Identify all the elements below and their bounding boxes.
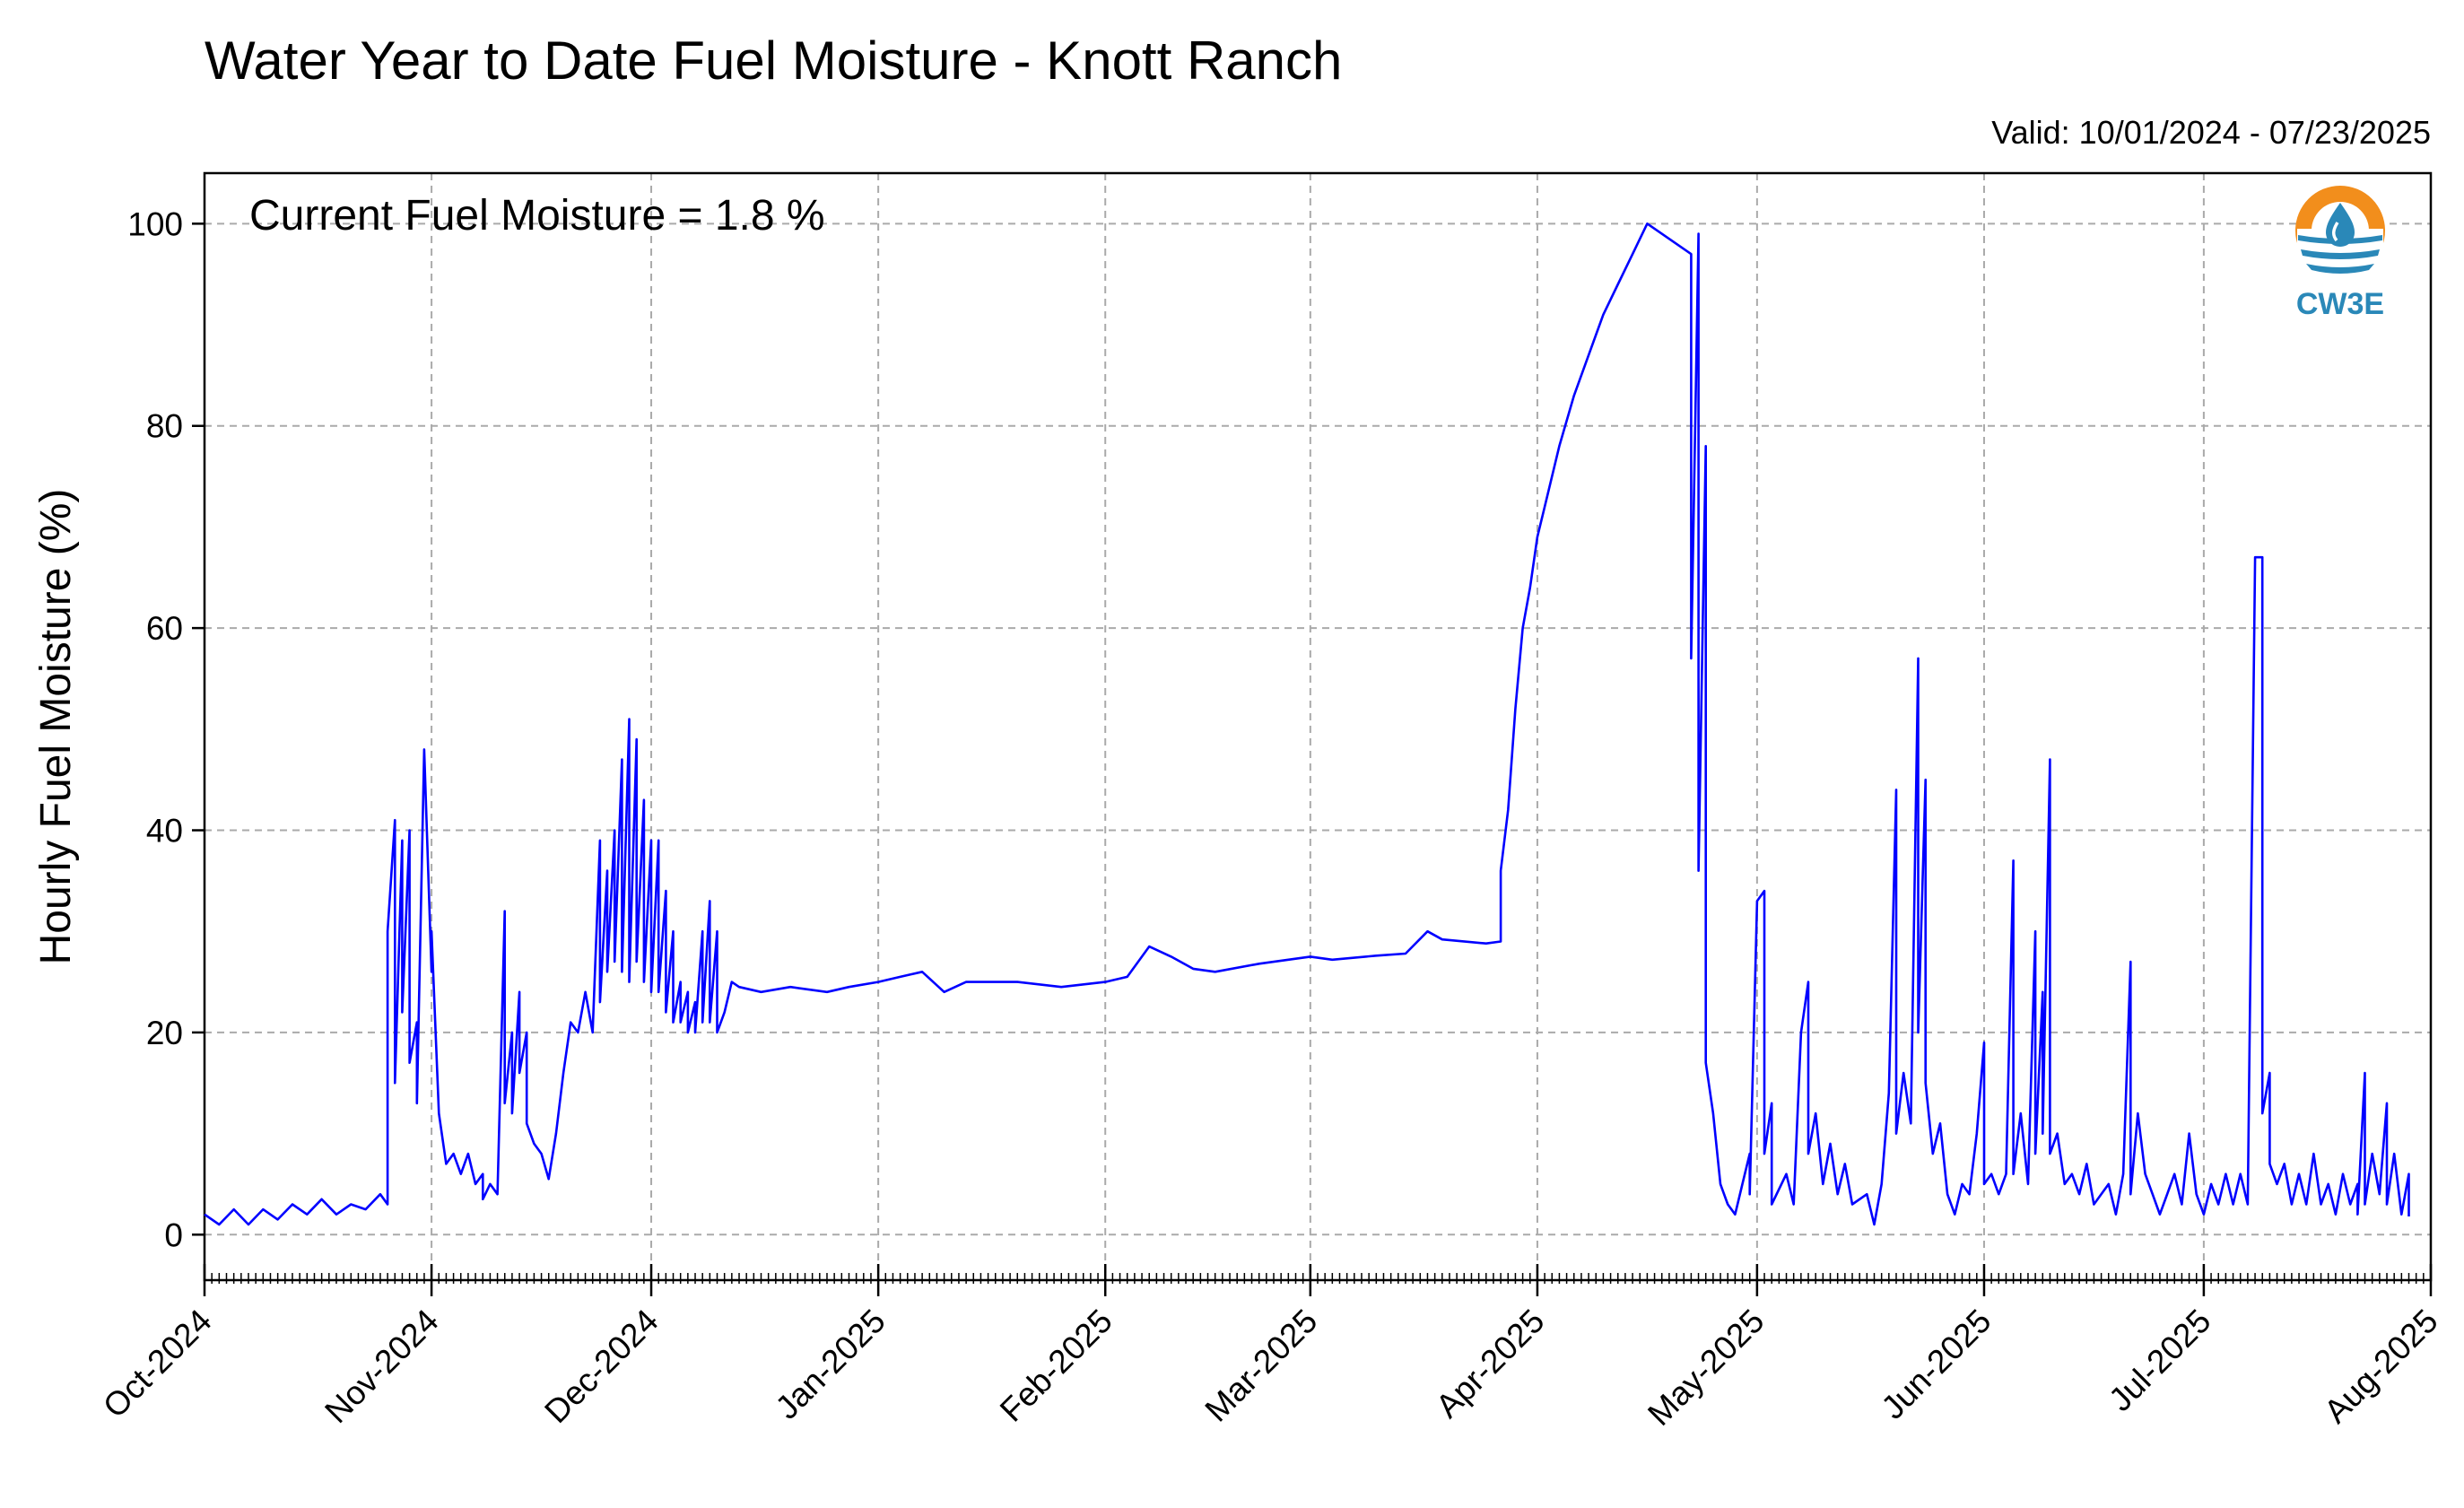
x-tick-label: Mar-2025 [1198, 1303, 1325, 1429]
x-tick-label: Nov-2024 [318, 1303, 445, 1430]
x-tick-label: Feb-2025 [993, 1303, 1119, 1429]
x-tick-label: Aug-2025 [2317, 1303, 2444, 1430]
plot-frame [203, 171, 2433, 1282]
x-tick-label: May-2025 [1641, 1303, 1771, 1433]
x-tick-label: Apr-2025 [1429, 1303, 1552, 1425]
x-tick-label: Jun-2025 [1875, 1303, 1998, 1426]
grid-layer [205, 173, 2431, 1280]
y-axis: 0 20 40 60 80 100 [127, 205, 205, 1253]
y-tick-label: 80 [146, 408, 183, 445]
y-axis-label: Hourly Fuel Moisture (%) [32, 489, 80, 965]
x-tick-label: Oct-2024 [96, 1303, 219, 1425]
y-tick-label: 40 [146, 813, 183, 850]
y-tick-label: 100 [127, 205, 183, 242]
fuel-moisture-series-line [204, 222, 2410, 1226]
x-tick-label: Jan-2025 [769, 1303, 892, 1426]
chart-subtitle: Valid: 10/01/2024 - 07/23/2025 [1991, 114, 2431, 151]
cw3e-logo: CW3E [2295, 186, 2385, 321]
x-tick-label: Dec-2024 [537, 1303, 665, 1430]
current-fuel-moisture-annotation: Current Fuel Moisture = 1.8 % [249, 192, 825, 240]
x-tick-label: Jul-2025 [2102, 1303, 2217, 1418]
x-axis: Oct-2024 Nov-2024 Dec-2024 Jan-2025 Feb-2025… [96, 1264, 2445, 1433]
y-tick-label: 20 [146, 1015, 183, 1051]
y-tick-label: 60 [146, 610, 183, 647]
line-layer [204, 222, 2410, 1226]
chart-title: Water Year to Date Fuel Moisture - Knott… [205, 31, 1342, 91]
water-drop-sun-icon [2295, 186, 2385, 277]
cw3e-logo-text: CW3E [2296, 287, 2384, 321]
y-tick-label: 0 [164, 1216, 183, 1253]
